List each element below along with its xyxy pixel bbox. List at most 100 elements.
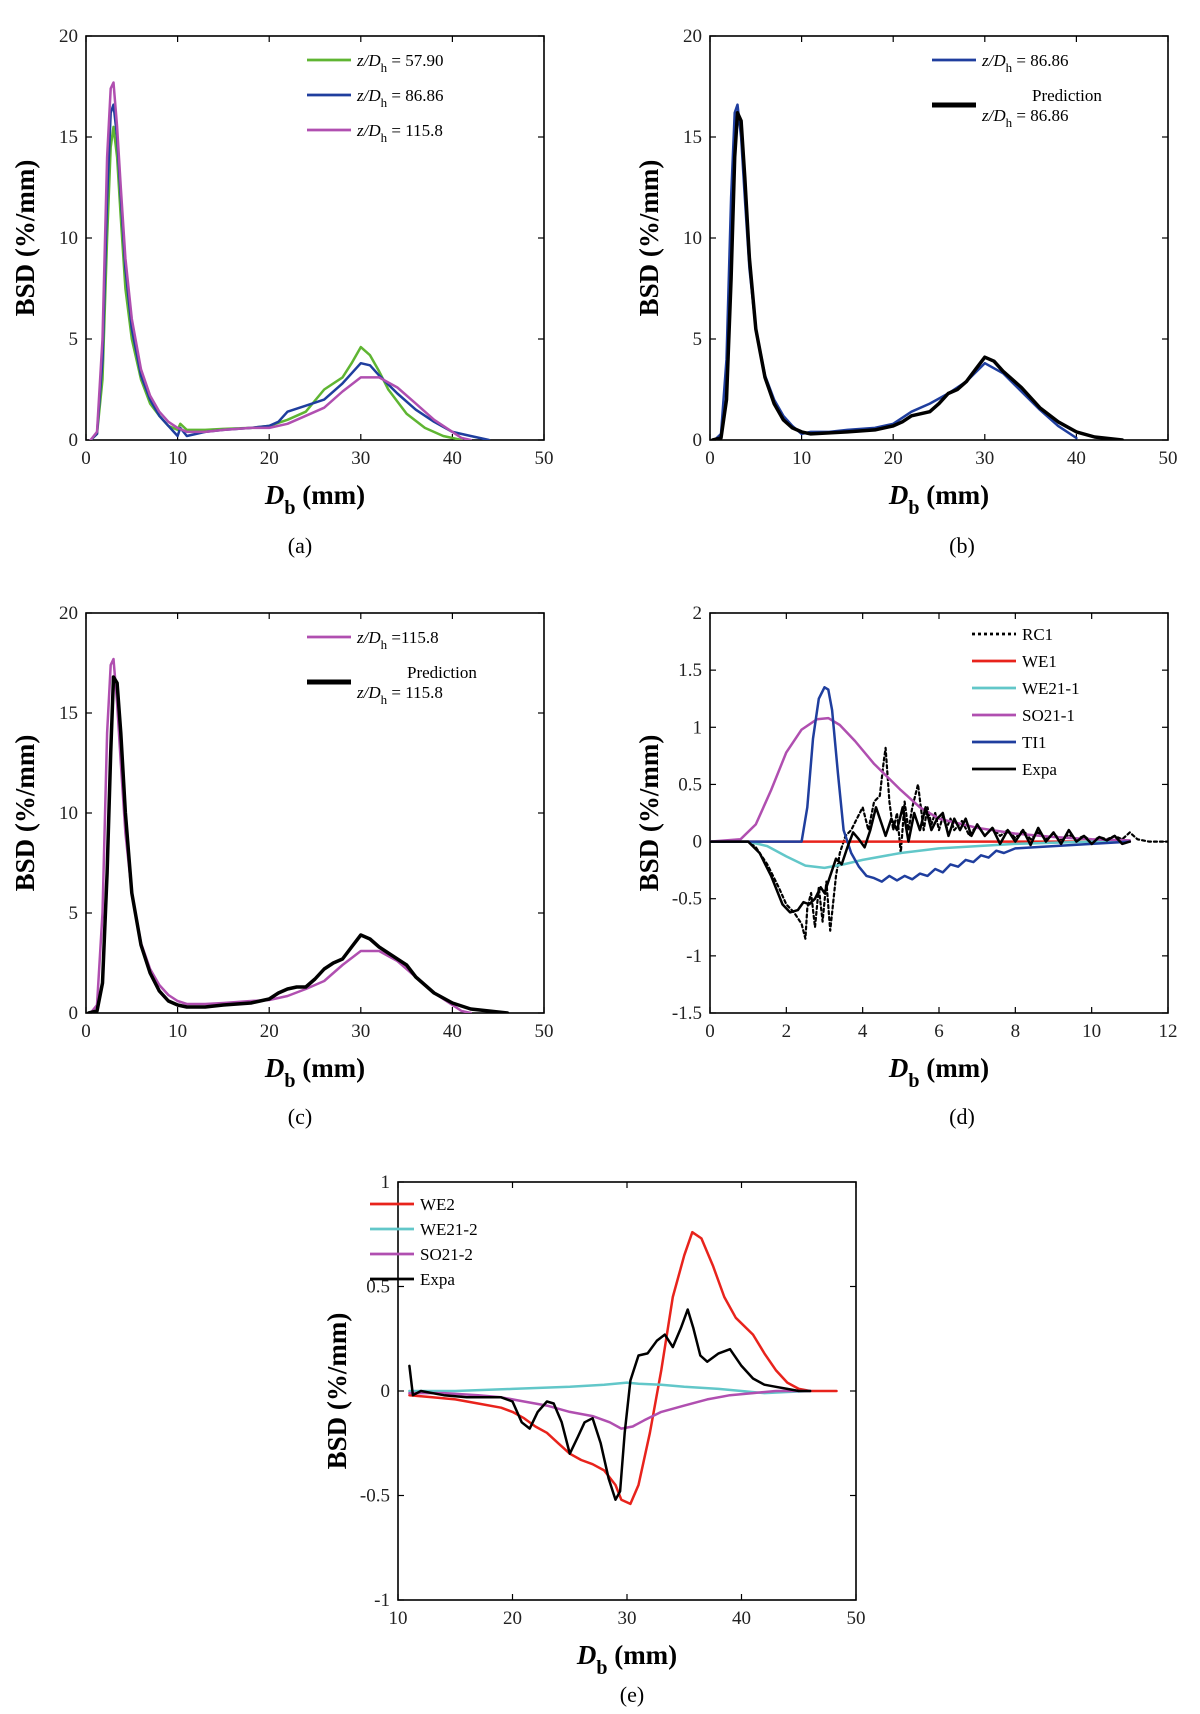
x-tick-label: 30 <box>351 448 370 469</box>
series-line <box>86 675 510 1013</box>
x-tick-label: 20 <box>503 1608 522 1629</box>
y-tick-label: 0 <box>381 1381 391 1402</box>
y-tick-label: 20 <box>683 26 702 47</box>
x-tick-label: 0 <box>81 448 91 469</box>
panel-d: 0 2 4 6 8 10 12 -1.5 -1 -0.5 0 0.5 1 1.5 2 RC1 WE1 WE21-1… <box>634 603 1178 1129</box>
x-tick-label: 2 <box>782 1021 792 1042</box>
legend-entry: SO21-2 <box>370 1245 473 1264</box>
legend-label: z/Dh = 86.86 <box>981 51 1068 75</box>
y-tick-label: -0.5 <box>360 1486 390 1507</box>
x-tick-label: 10 <box>168 448 187 469</box>
legend-entry: Expa <box>972 760 1057 779</box>
panel-caption: (d) <box>949 1104 975 1129</box>
y-tick-label: 10 <box>683 228 702 249</box>
x-axis-label: Db (mm) <box>264 480 365 519</box>
legend-label: Expa <box>420 1270 455 1289</box>
y-tick-label: 0.5 <box>678 774 702 795</box>
x-tick-label: 30 <box>975 448 994 469</box>
legend-label: z/Dh = 57.90 <box>356 51 443 75</box>
legend-label: z/Dh =115.8 <box>356 628 439 652</box>
x-tick-label: 0 <box>81 1021 91 1042</box>
y-tick-label: 15 <box>683 127 702 148</box>
y-tick-label: 0 <box>693 832 703 853</box>
y-tick-label: 1 <box>693 717 703 738</box>
y-tick-label: -1 <box>374 1590 390 1611</box>
x-tick-label: 20 <box>884 448 903 469</box>
legend-entry: z/Dh = 57.90 <box>307 51 443 75</box>
y-tick-label: 15 <box>59 127 78 148</box>
x-tick-label: 8 <box>1011 1021 1021 1042</box>
legend-entry: WE1 <box>972 652 1057 671</box>
x-tick-label: 50 <box>847 1608 866 1629</box>
y-tick-label: 20 <box>59 26 78 47</box>
x-tick-label: 20 <box>260 448 279 469</box>
legend-entry: WE2 <box>370 1195 455 1214</box>
series-line <box>710 806 1132 914</box>
legend-entry: WE21-1 <box>972 679 1080 698</box>
x-axis-label: Db (mm) <box>264 1053 365 1092</box>
y-tick-label: 0.5 <box>366 1277 390 1298</box>
y-tick-label: 5 <box>693 329 703 350</box>
x-tick-label: 10 <box>792 448 811 469</box>
series-line <box>89 657 472 1013</box>
y-tick-label: -0.5 <box>672 889 702 910</box>
x-tick-label: 12 <box>1159 1021 1178 1042</box>
x-tick-label: 40 <box>732 1608 751 1629</box>
legend-label: z/Dh = 86.86 <box>356 86 443 110</box>
y-tick-label: 10 <box>59 228 78 249</box>
x-tick-label: 50 <box>1159 448 1178 469</box>
x-axis-label: Db (mm) <box>576 1640 677 1679</box>
legend-label: z/Dh = 86.86 <box>981 106 1068 130</box>
legend-label: Expa <box>1022 760 1057 779</box>
legend-label: Prediction <box>407 663 477 682</box>
x-axis-label: Db (mm) <box>888 480 989 519</box>
legend-entry: z/Dh = 115.8 <box>307 121 443 145</box>
y-axis-label: BSD (%/mm) <box>10 735 40 892</box>
legend-entry: z/Dh =115.8 <box>307 628 439 652</box>
x-tick-label: 40 <box>443 1021 462 1042</box>
series-line <box>89 103 491 440</box>
legend-label: WE1 <box>1022 652 1057 671</box>
x-tick-label: 20 <box>260 1021 279 1042</box>
series-line <box>89 125 463 440</box>
x-tick-label: 0 <box>705 448 715 469</box>
y-tick-label: 1 <box>381 1172 391 1193</box>
y-tick-label: 1.5 <box>678 660 702 681</box>
y-axis-label: BSD (%/mm) <box>634 735 664 892</box>
y-tick-label: -1 <box>686 946 702 967</box>
x-tick-label: 40 <box>1067 448 1086 469</box>
legend-label: RC1 <box>1022 625 1053 644</box>
x-axis-label: Db (mm) <box>888 1053 989 1092</box>
x-tick-label: 6 <box>934 1021 944 1042</box>
x-tick-label: 10 <box>1082 1021 1101 1042</box>
panel-e: 10 20 30 40 50 -1 -0.5 0 0.5 1 WE2 WE21-2 SO21-2 Expa… <box>322 1172 866 1707</box>
plot-frame <box>709 612 1169 1014</box>
series-line <box>710 111 1124 440</box>
legend-label: SO21-2 <box>420 1245 473 1264</box>
y-tick-label: 20 <box>59 603 78 624</box>
legend-entry: z/Dh = 86.86 <box>932 51 1068 75</box>
legend-label: z/Dh = 115.8 <box>356 121 443 145</box>
x-tick-label: 40 <box>443 448 462 469</box>
legend-label: z/Dh = 115.8 <box>356 683 443 707</box>
y-tick-label: -1.5 <box>672 1003 702 1024</box>
series-line <box>408 1308 812 1501</box>
legend-entry: Expa <box>370 1270 455 1289</box>
legend-label: WE2 <box>420 1195 455 1214</box>
x-tick-label: 50 <box>535 448 554 469</box>
plot-frame <box>85 35 545 441</box>
legend-entry: RC1 <box>972 625 1053 644</box>
panel-caption: (b) <box>949 533 975 558</box>
series-line <box>710 686 1132 883</box>
series-line <box>89 81 472 440</box>
x-tick-label: 10 <box>168 1021 187 1042</box>
series-line <box>710 716 1132 843</box>
x-tick-label: 0 <box>705 1021 715 1042</box>
x-tick-label: 4 <box>858 1021 868 1042</box>
panel-a: 0 10 20 30 40 50 0 5 10 15 20 z/Dh = 57.90 z/Dh = 86… <box>10 26 554 558</box>
y-tick-label: 0 <box>693 430 703 451</box>
x-tick-label: 30 <box>351 1021 370 1042</box>
series-line <box>408 1381 812 1395</box>
